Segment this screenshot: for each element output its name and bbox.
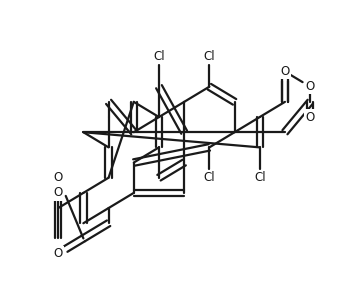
- Text: O: O: [305, 111, 315, 124]
- Text: Cl: Cl: [153, 50, 165, 63]
- Text: Cl: Cl: [203, 50, 215, 63]
- Text: Cl: Cl: [254, 171, 266, 184]
- Text: O: O: [54, 171, 63, 184]
- Text: O: O: [54, 247, 63, 260]
- Text: O: O: [280, 65, 290, 78]
- Text: O: O: [54, 186, 63, 199]
- Text: Cl: Cl: [203, 171, 215, 184]
- Text: O: O: [305, 80, 315, 93]
